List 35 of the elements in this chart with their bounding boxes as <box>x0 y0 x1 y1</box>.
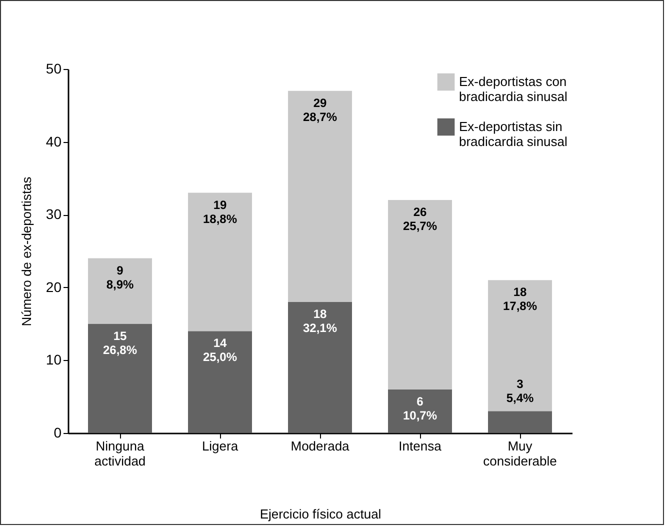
data-label: 18 17,8% <box>502 285 538 314</box>
x-tick-label: Ninguna actividad <box>94 438 146 468</box>
y-tick-label: 20 <box>46 278 62 295</box>
x-tick-label: Ligera <box>202 438 239 454</box>
bar <box>488 280 552 412</box>
legend-label: Ex-deportistas con bradicardia sinusal <box>459 74 568 104</box>
y-tick-label: 0 <box>54 424 62 440</box>
bar <box>388 200 452 390</box>
y-tick-label: 30 <box>46 206 62 222</box>
data-label: 29 28,7% <box>302 96 338 124</box>
bar <box>388 389 452 433</box>
bar <box>288 302 352 433</box>
bar <box>188 331 252 433</box>
x-tick-label: Moderada <box>290 438 350 454</box>
bar <box>488 411 552 433</box>
x-tick-label: Intensa <box>398 438 442 454</box>
data-label: 9 8,9% <box>106 263 134 292</box>
legend-label: Ex-deportistas sin bradicardia sinusal <box>459 119 568 149</box>
data-label: 6 10,7% <box>402 394 438 422</box>
data-label: 26 25,7% <box>402 205 438 234</box>
data-label: 15 26,8% <box>102 328 138 357</box>
y-tick-label: 10 <box>46 352 62 368</box>
data-label: 14 25,0% <box>202 336 238 364</box>
y-axis-title: Número de ex-deportistas <box>18 176 34 326</box>
data-label: 3 5,4% <box>506 377 534 406</box>
data-label: 18 32,1% <box>302 306 338 335</box>
bar <box>88 258 152 324</box>
x-tick-label: Muy considerable <box>483 438 557 468</box>
bar <box>88 324 152 433</box>
x-axis-title: Ejercicio físico actual <box>260 506 382 522</box>
bar <box>288 90 352 302</box>
y-tick-label: 40 <box>46 133 62 150</box>
bar <box>188 192 252 332</box>
y-tick-label: 50 <box>46 60 62 76</box>
data-label: 19 18,8% <box>202 198 238 226</box>
